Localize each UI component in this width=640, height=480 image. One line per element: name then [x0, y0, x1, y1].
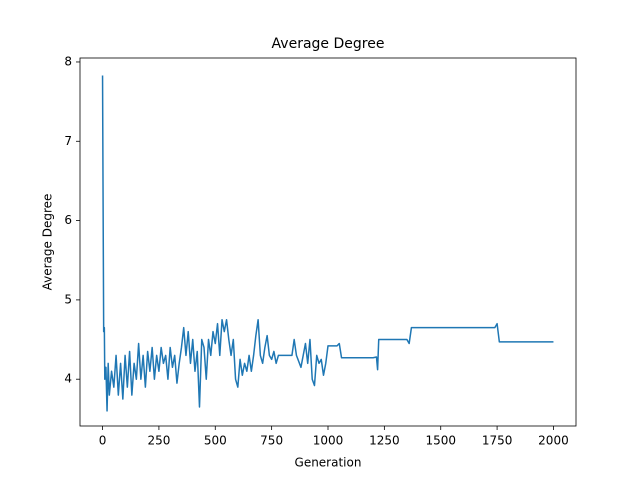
- x-tick-label: 750: [260, 434, 283, 448]
- data-line: [101, 75, 554, 412]
- x-tick-label: 250: [147, 434, 170, 448]
- y-tick-label: 6: [64, 213, 72, 227]
- y-tick-label: 8: [64, 54, 72, 68]
- x-tick-label: 1000: [313, 434, 344, 448]
- y-tick-label: 7: [64, 134, 72, 148]
- x-tick-label: 1500: [425, 434, 456, 448]
- x-tick-label: 1250: [369, 434, 400, 448]
- y-tick-label: 5: [64, 292, 72, 306]
- y-axis-label: Average Degree: [41, 194, 55, 291]
- x-tick-label: 2000: [538, 434, 569, 448]
- chart-title: Average Degree: [272, 36, 385, 52]
- x-axis-label: Generation: [295, 456, 362, 470]
- y-tick-label: 4: [64, 372, 72, 386]
- x-tick-label: 0: [99, 434, 107, 448]
- x-tick-label: 1750: [482, 434, 513, 448]
- x-tick-label: 500: [204, 434, 227, 448]
